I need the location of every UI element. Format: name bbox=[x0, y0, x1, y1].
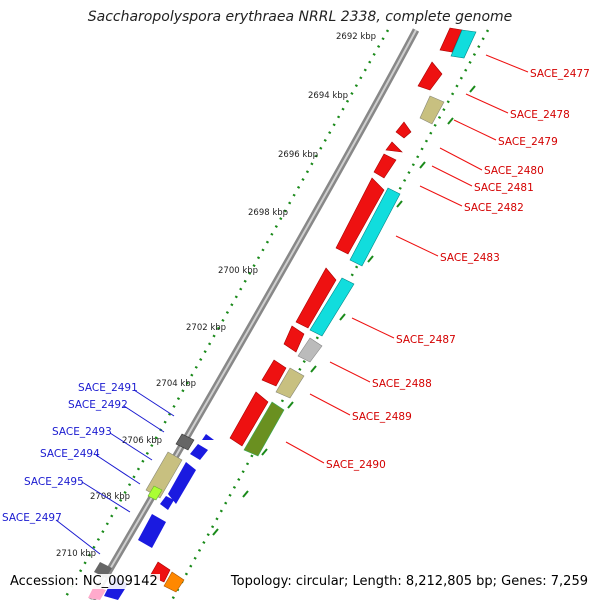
scale-label: 2694 kbp bbox=[308, 91, 348, 101]
gene-sace-2489[interactable] bbox=[275, 367, 305, 399]
gene-label[interactable]: SACE_2477 bbox=[530, 68, 590, 80]
gene-sace-2488-a[interactable] bbox=[283, 325, 305, 353]
forward-genes bbox=[149, 27, 477, 593]
gene-label[interactable]: SACE_2479 bbox=[498, 136, 558, 148]
scale-label: 2706 kbp bbox=[122, 436, 162, 446]
scale-label: 2698 kbp bbox=[248, 208, 288, 218]
gene-sace-2479[interactable] bbox=[395, 121, 412, 139]
gene-label[interactable]: SACE_2495 bbox=[24, 476, 84, 488]
gene-sace-2488[interactable] bbox=[297, 337, 323, 363]
scale-label: 2700 kbp bbox=[218, 266, 258, 276]
reverse-leaders bbox=[55, 389, 175, 555]
gene-sace-2483[interactable] bbox=[349, 187, 401, 267]
gene-sace-2495-a[interactable] bbox=[147, 485, 163, 501]
reverse-gene-labels: SACE_2491 SACE_2492 SACE_2493 SACE_2494 … bbox=[2, 382, 138, 524]
gene-sace-2482[interactable] bbox=[335, 177, 385, 255]
gene-sace-2487-a[interactable] bbox=[295, 267, 337, 329]
gene-sace-2490[interactable] bbox=[243, 401, 285, 457]
gene-sace-2493-b[interactable] bbox=[190, 444, 208, 460]
gene-label[interactable]: SACE_2489 bbox=[352, 411, 412, 423]
gene-sace-2497[interactable] bbox=[138, 514, 166, 548]
scale-label: 2704 kbp bbox=[156, 379, 196, 389]
gene-sace-2494[interactable] bbox=[168, 462, 196, 504]
gene-sace-2481[interactable] bbox=[373, 153, 397, 179]
gene-label[interactable]: SACE_2482 bbox=[464, 202, 524, 214]
gene-label[interactable]: SACE_2490 bbox=[326, 459, 386, 471]
gene-sace-2495[interactable] bbox=[160, 496, 174, 510]
gene-sace-2492[interactable] bbox=[175, 433, 195, 451]
scale-label: 2692 kbp bbox=[336, 32, 376, 42]
gene-sace-2477[interactable] bbox=[450, 29, 477, 59]
scale-label: 2702 kbp bbox=[186, 323, 226, 333]
gene-label[interactable]: SACE_2492 bbox=[68, 399, 128, 411]
map-title: Saccharopolyspora erythraea NRRL 2338, c… bbox=[87, 9, 513, 25]
accession-text: Accession: NC_009142 bbox=[8, 574, 160, 589]
forward-leaders bbox=[285, 54, 529, 464]
summary-text: Topology: circular; Length: 8,212,805 bp… bbox=[228, 574, 590, 589]
gene-sace-2491[interactable] bbox=[202, 434, 214, 440]
inner-scale-line bbox=[62, 29, 390, 600]
gene-label[interactable]: SACE_2487 bbox=[396, 334, 456, 346]
gene-bottom-orange[interactable] bbox=[163, 571, 185, 593]
gene-sace-2489-a[interactable] bbox=[261, 359, 287, 387]
scale-label: 2708 kbp bbox=[90, 492, 130, 502]
gene-label[interactable]: SACE_2491 bbox=[78, 382, 138, 394]
gene-sace-2487[interactable] bbox=[309, 277, 355, 337]
gene-bottom-pink[interactable] bbox=[88, 586, 106, 600]
gene-label[interactable]: SACE_2497 bbox=[2, 512, 62, 524]
gene-sace-2477-a[interactable] bbox=[439, 27, 463, 53]
forward-gene-labels: SACE_2477 SACE_2478 SACE_2479 SACE_2480 … bbox=[326, 68, 590, 471]
gene-sace-2480[interactable] bbox=[385, 141, 403, 153]
reverse-genes bbox=[88, 433, 214, 600]
gene-sace-2478-a[interactable] bbox=[417, 61, 443, 91]
gene-label[interactable]: SACE_2481 bbox=[474, 182, 534, 194]
gene-sace-2478[interactable] bbox=[419, 95, 445, 125]
gene-label[interactable]: SACE_2494 bbox=[40, 448, 100, 460]
scale-label: 2710 kbp bbox=[56, 549, 96, 559]
gene-label[interactable]: SACE_2478 bbox=[510, 109, 570, 121]
gene-label[interactable]: SACE_2480 bbox=[484, 165, 544, 177]
scale-label: 2696 kbp bbox=[278, 150, 318, 160]
gene-label[interactable]: SACE_2493 bbox=[52, 426, 112, 438]
scale-labels: 2692 kbp 2694 kbp 2696 kbp 2698 kbp 2700… bbox=[56, 32, 376, 559]
gene-label[interactable]: SACE_2483 bbox=[440, 252, 500, 264]
gene-sace-2490-a[interactable] bbox=[229, 391, 269, 447]
gene-label[interactable]: SACE_2488 bbox=[372, 378, 432, 390]
forward-track-ticks bbox=[212, 85, 476, 536]
genome-backbone bbox=[88, 28, 420, 600]
